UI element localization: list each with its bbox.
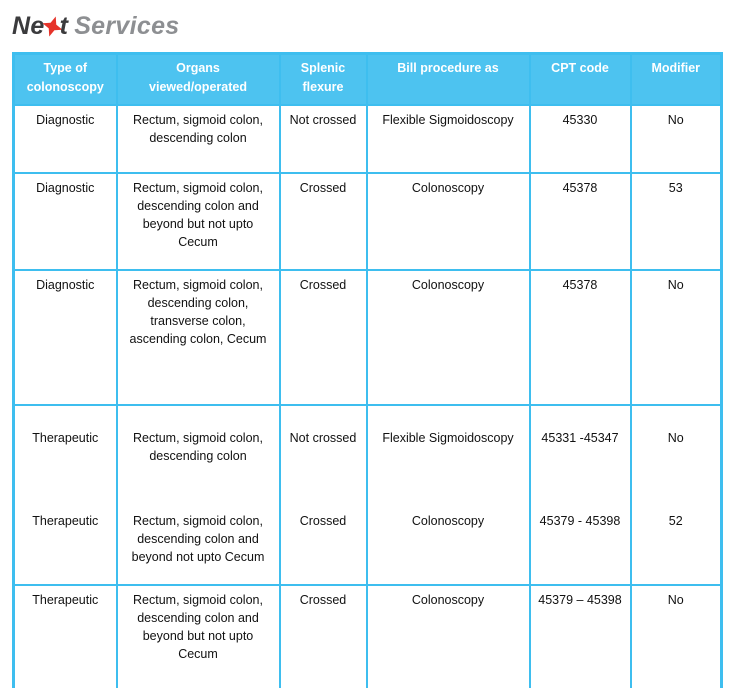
logo-text-t: t xyxy=(59,12,69,40)
merged-cell-bottom: Colonoscopy xyxy=(411,513,485,528)
logo-star-icon xyxy=(42,14,63,37)
cell-modifier: No xyxy=(629,103,723,174)
merged-cell-top: Not crossed xyxy=(289,430,357,445)
cell-type-of-colonoscopy: Diagnostic xyxy=(12,171,118,271)
logo-text-services: Services xyxy=(74,12,180,40)
cell-modifier: No 52 xyxy=(629,403,723,586)
cell-splenic-flexure: Not crossed xyxy=(278,103,368,174)
column-header-cpt-code: CPT code xyxy=(528,52,632,106)
cell-organs: Rectum, sigmoid colon, descending colon … xyxy=(115,583,281,688)
cell-type-of-colonoscopy: Diagnostic xyxy=(12,268,118,406)
cell-organs: Rectum, sigmoid colon, descending colon xyxy=(115,103,281,174)
cell-splenic-flexure: Crossed xyxy=(278,171,368,271)
table-row: Therapeutic Rectum, sigmoid colon, desce… xyxy=(12,583,723,688)
merged-cell-top: No xyxy=(667,430,684,445)
cell-bill-procedure: Flexible Sigmoidoscopy xyxy=(365,103,531,174)
merged-cell-bottom: 52 xyxy=(668,513,683,528)
cell-splenic-flexure: Not crossed Crossed xyxy=(278,403,368,586)
cell-bill-procedure: Flexible Sigmoidoscopy Colonoscopy xyxy=(365,403,531,586)
table-row: Diagnostic Rectum, sigmoid colon, descen… xyxy=(12,171,723,271)
merged-cell-top: Flexible Sigmoidoscopy xyxy=(382,430,514,445)
logo-text-ne: Ne xyxy=(12,12,45,40)
column-header-bill-procedure-as: Bill procedure as xyxy=(365,52,531,106)
cell-cpt-code: 45378 xyxy=(528,268,632,406)
logo: Ne t Services xyxy=(12,11,179,41)
table-row: Diagnostic Rectum, sigmoid colon, descen… xyxy=(12,268,723,406)
cell-organs: Rectum, sigmoid colon, descending colon … xyxy=(115,403,281,586)
cell-modifier: No xyxy=(629,583,723,688)
cell-bill-procedure: Colonoscopy xyxy=(365,583,531,688)
cell-splenic-flexure: Crossed xyxy=(278,583,368,688)
table-row-merged: Therapeutic Therapeutic Rectum, sigmoid … xyxy=(12,403,723,586)
cell-bill-procedure: Colonoscopy xyxy=(365,268,531,406)
cell-organs: Rectum, sigmoid colon, descending colon … xyxy=(115,171,281,271)
cell-type-of-colonoscopy: Therapeutic xyxy=(12,583,118,688)
colonoscopy-billing-table: Type of colonoscopy Organs viewed/operat… xyxy=(12,52,723,688)
merged-cell-bottom: Therapeutic xyxy=(32,513,99,528)
cell-bill-procedure: Colonoscopy xyxy=(365,171,531,271)
cell-organs: Rectum, sigmoid colon, descending colon,… xyxy=(115,268,281,406)
cell-cpt-code: 45379 – 45398 xyxy=(528,583,632,688)
table-row: Diagnostic Rectum, sigmoid colon, descen… xyxy=(12,103,723,174)
column-header-type-of-colonoscopy: Type of colonoscopy xyxy=(12,52,118,106)
header-row: Type of colonoscopy Organs viewed/operat… xyxy=(12,52,723,106)
cell-splenic-flexure: Crossed xyxy=(278,268,368,406)
column-header-modifier: Modifier xyxy=(629,52,723,106)
cell-modifier: No xyxy=(629,268,723,406)
merged-cell-top: Therapeutic xyxy=(32,430,99,445)
cell-type-of-colonoscopy: Diagnostic xyxy=(12,103,118,174)
column-header-splenic-flexure: Splenic flexure xyxy=(278,52,368,106)
merged-cell-bottom: Rectum, sigmoid colon, descending colon … xyxy=(131,513,265,564)
cell-cpt-code: 45331 -45347 45379 - 45398 xyxy=(528,403,632,586)
merged-cell-top: 45331 -45347 xyxy=(541,430,619,445)
cell-cpt-code: 45330 xyxy=(528,103,632,174)
cell-modifier: 53 xyxy=(629,171,723,271)
cell-cpt-code: 45378 xyxy=(528,171,632,271)
merged-cell-bottom: 45379 - 45398 xyxy=(539,513,621,528)
merged-cell-bottom: Crossed xyxy=(299,513,347,528)
column-header-organs-viewed-operated: Organs viewed/operated xyxy=(115,52,281,106)
merged-cell-top: Rectum, sigmoid colon, descending colon xyxy=(133,430,263,463)
cell-type-of-colonoscopy: Therapeutic Therapeutic xyxy=(12,403,118,586)
